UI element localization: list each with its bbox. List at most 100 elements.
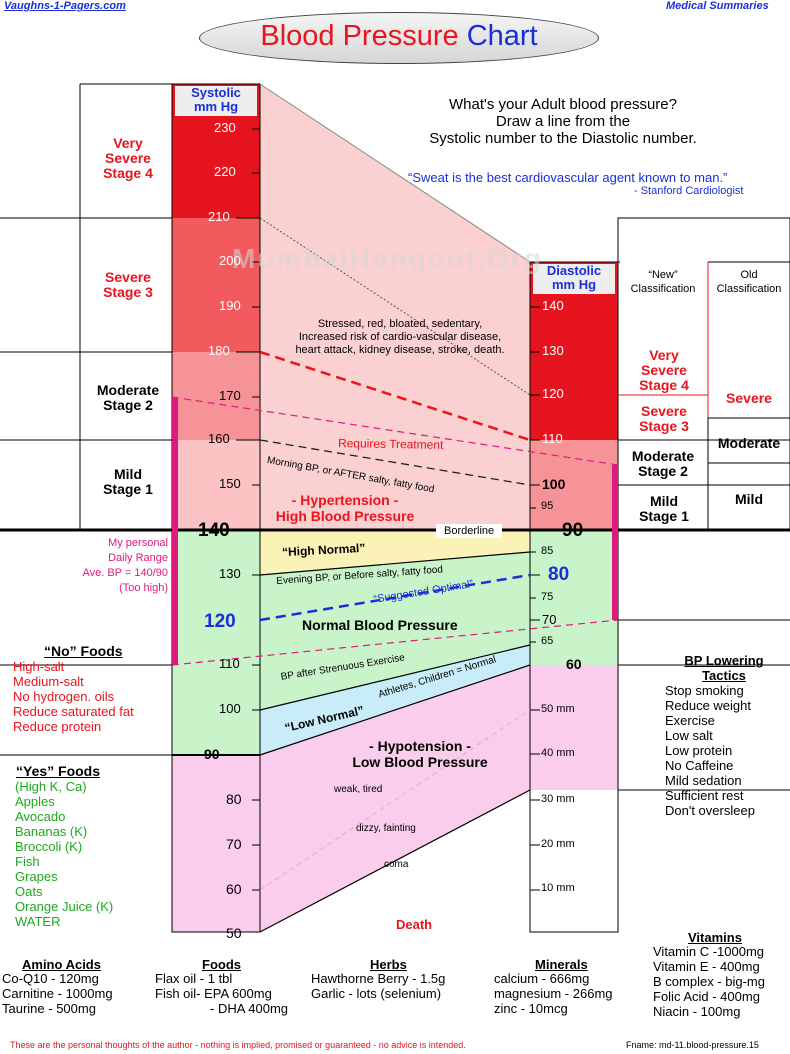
line-110-70 <box>171 619 619 666</box>
personal-range-note: My personal Daily Range Ave. BP = 140/90 (T… <box>82 537 168 594</box>
amino-title: Amino Acids <box>22 957 101 972</box>
page-title: Blood Pressure Chart <box>260 20 538 52</box>
line-130-85 <box>259 551 531 576</box>
systolic-header: Systolic mm Hg <box>191 85 241 114</box>
zone-low-normal <box>260 645 530 755</box>
no-foods-list: High-salt Medium-salt No hydrogen. oils Red… <box>13 659 134 734</box>
yes-foods-title: “Yes” Foods <box>16 763 101 779</box>
line-170-105 <box>171 396 619 466</box>
diastolic-band-low <box>530 665 618 790</box>
line-hypo-dashed <box>259 709 531 891</box>
dtick-100: 100 <box>542 476 566 492</box>
intro-line-3: Systolic number to the Diastolic number. <box>429 130 697 147</box>
mm-10: 10 mm <box>541 882 575 894</box>
vitamins-title: Vitamins <box>688 930 742 945</box>
requires-treatment-label: Requires Treatment <box>337 436 444 452</box>
systolic-header-bg <box>175 86 257 116</box>
tick-130: 130 <box>219 566 241 581</box>
dtick-65: 65 <box>541 635 554 647</box>
tick-90: 90 <box>204 746 220 762</box>
borderline-label: Borderline <box>436 524 503 538</box>
dtick-130: 130 <box>542 343 564 358</box>
old-severe: Severe <box>726 390 772 406</box>
tick-60: 60 <box>226 881 242 897</box>
old-class-header: Old Classification <box>716 269 782 295</box>
stage-4-label: Very Severe Stage 4 <box>103 135 153 181</box>
dtick-110: 110 <box>542 431 563 446</box>
systolic-band-stage1 <box>172 440 260 530</box>
systolic-band-stage3 <box>172 218 260 352</box>
diastolic-band-stage2 <box>530 440 618 530</box>
old-mild: Mild <box>735 491 763 507</box>
tick-140: 140 <box>198 520 230 541</box>
systolic-band-low <box>172 755 260 932</box>
tick-150: 150 <box>219 476 241 491</box>
dtick-70: 70 <box>542 612 557 627</box>
zone-high-normal <box>260 530 530 575</box>
new-stage-4: Very Severe Stage 4 <box>639 347 689 393</box>
tick-110: 110 <box>219 656 240 671</box>
stage-3-label: Severe Stage 3 <box>103 269 153 300</box>
disclaimer: These are the personal thoughts of the a… <box>10 1040 466 1050</box>
stressed-note: Stressed, red, bloated, sedentary, Increa… <box>295 318 505 356</box>
line-210-dotted <box>259 217 531 396</box>
line-160-100 <box>259 439 531 486</box>
weak-tired-label: weak, tired <box>334 784 383 795</box>
dtick-140: 140 <box>542 298 564 313</box>
diastolic-header-bg <box>533 264 615 294</box>
new-stage-2: Moderate Stage 2 <box>631 448 695 479</box>
dtick-85: 85 <box>541 545 554 557</box>
watermark: MumbaiHangout.Org <box>232 243 543 274</box>
systolic-band-normal <box>172 530 260 755</box>
intro-block: What's your Adult blood pressure? Draw a… <box>405 96 721 147</box>
old-moderate: Moderate <box>717 435 781 451</box>
mm-40: 40 mm <box>541 747 575 759</box>
stage-1-label: Mild Stage 1 <box>103 466 153 497</box>
death-label: Death <box>396 917 433 932</box>
quote: “Sweat is the best cardiovascular agent … <box>408 170 728 185</box>
hypotension-label: - Hypotension - Low Blood Pressure <box>352 738 488 770</box>
tactics-list: Stop smoking Reduce weight Exercise Low sal… <box>665 683 755 818</box>
file-name: Fname: md-11.blood-pressure.15 <box>626 1040 759 1050</box>
hypertension-label: - Hypertension - High Blood Pressure <box>275 492 415 524</box>
vitamins-list: Vitamin C -1000mg Vitamin E - 400mg B comp… <box>653 944 765 1019</box>
foods-list: Flax oil - 1 tbl Fish oil- EPA 600mg - DHA… <box>155 971 289 1016</box>
tick-100: 100 <box>219 701 241 716</box>
line-90-60 <box>259 664 531 756</box>
tick-50: 50 <box>226 925 242 941</box>
mm-30: 30 mm <box>541 793 575 805</box>
no-foods-title: “No” Foods <box>44 643 123 659</box>
line-100-65 <box>259 644 531 711</box>
line-120-80 <box>259 573 531 622</box>
herbs-title: Herbs <box>370 957 407 972</box>
tick-200: 200 <box>219 253 241 268</box>
dtick-75: 75 <box>541 591 554 603</box>
dtick-95: 95 <box>541 500 554 512</box>
section-label: Medical Summaries <box>666 0 769 12</box>
site-link[interactable]: Vaughns-1-Pagers.com <box>4 0 126 12</box>
systolic-band-stage2 <box>172 352 260 440</box>
tick-80: 80 <box>226 791 242 807</box>
tick-70: 70 <box>226 836 242 852</box>
yes-foods-list: (High K, Ca) Apples Avocado Bananas (K) Broc… <box>15 779 114 929</box>
stage-2-label: Moderate Stage 2 <box>96 382 160 413</box>
personal-range-bar-systolic <box>172 397 178 665</box>
diastolic-band-normal <box>530 530 618 665</box>
coma-label: coma <box>384 859 409 870</box>
tactics-title: BP Lowering Tactics <box>684 653 764 683</box>
new-stage-3: Severe Stage 3 <box>639 403 689 434</box>
tick-160: 160 <box>208 431 230 446</box>
new-class-header: “New” Classification <box>630 269 696 295</box>
tick-170: 170 <box>219 388 241 403</box>
title-oval <box>199 12 599 64</box>
new-stage-1: Mild Stage 1 <box>639 493 689 524</box>
tick-120: 120 <box>204 611 236 632</box>
border-bottom <box>259 789 531 933</box>
diastolic-band-bottom <box>530 790 618 932</box>
intro-line-1: What's your Adult blood pressure? <box>449 96 677 113</box>
minerals-list: calcium - 666mg magnesium - 266mg zinc - 1… <box>494 971 613 1016</box>
border-top <box>259 83 531 263</box>
diastolic-header: Diastolic mm Hg <box>546 263 602 292</box>
